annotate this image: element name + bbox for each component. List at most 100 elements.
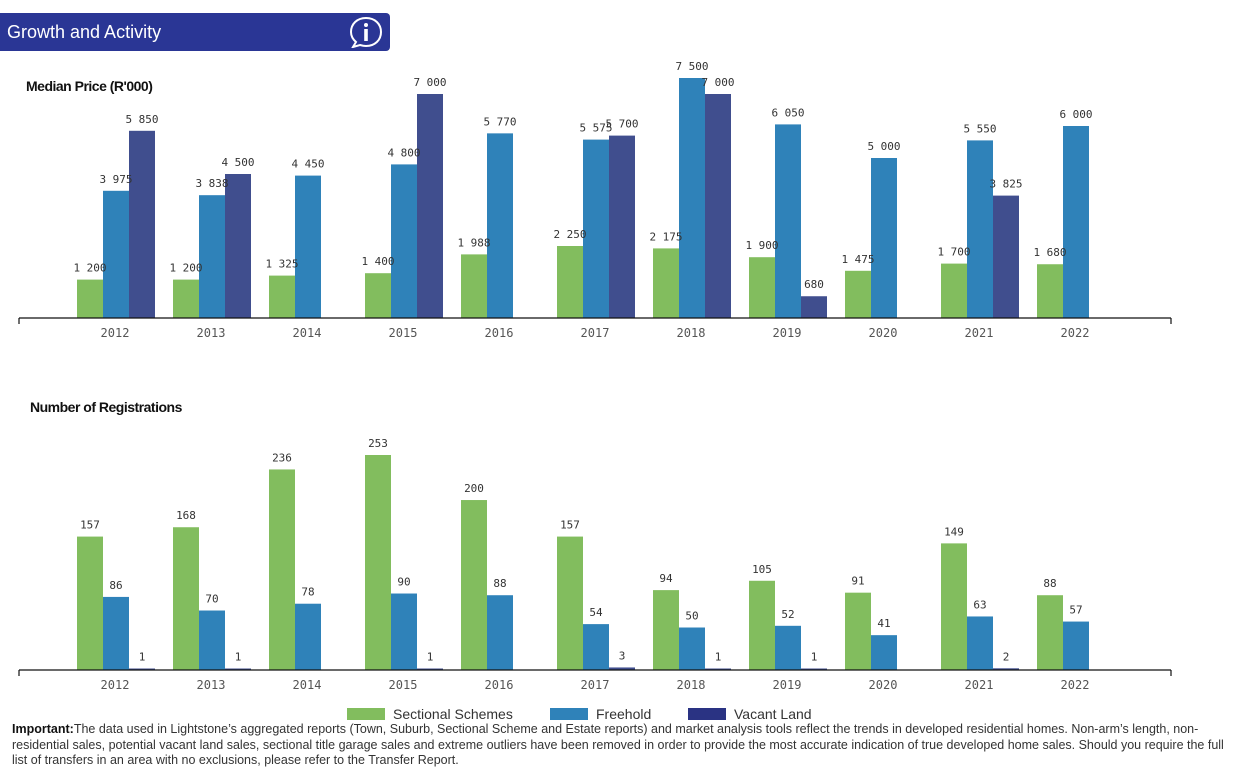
registrations-chart: Number of Registrations 1578611687012367…	[18, 399, 1172, 692]
bar-sectional-2022	[1037, 595, 1063, 670]
data-label-sectional-2014: 236	[272, 451, 292, 464]
x-tick-label: 2020	[869, 678, 898, 692]
bar-freehold-2014	[295, 175, 321, 318]
bar-vacant-land-2018	[705, 94, 731, 318]
x-tick-label: 2019	[773, 678, 802, 692]
bars-group	[77, 78, 1089, 319]
data-label-freehold-2017: 5 575	[579, 122, 612, 135]
data-label-sectional-2018: 94	[659, 572, 673, 585]
data-label-sectional-2015: 253	[368, 437, 388, 450]
bar-sectional-2018	[653, 248, 679, 318]
info-icon[interactable]	[349, 16, 383, 48]
bar-vacant-land-2013	[225, 174, 251, 318]
bar-sectional-2017	[557, 536, 583, 670]
data-label-freehold-2020: 41	[877, 617, 890, 630]
data-label-freehold-2022: 57	[1069, 604, 1082, 617]
x-tick-label: 2014	[293, 678, 322, 692]
data-label-freehold-2019: 6 050	[771, 106, 804, 119]
bar-freehold-2019	[775, 124, 801, 319]
bar-freehold-2020	[871, 635, 897, 670]
x-tick-label: 2014	[293, 326, 322, 340]
x-tick-label: 2012	[101, 326, 130, 340]
data-label-freehold-2014: 78	[301, 586, 314, 599]
data-label-vacant-land-2018: 7 000	[701, 76, 734, 89]
bar-vacant-land-2021	[993, 668, 1019, 670]
bar-freehold-2018	[679, 78, 705, 318]
bar-vacant-land-2017	[609, 135, 635, 318]
data-label-freehold-2016: 5 770	[483, 115, 516, 128]
legend-item-vacant-land[interactable]: Vacant Land	[688, 706, 812, 722]
data-label-freehold-2020: 5 000	[867, 140, 900, 153]
data-label-vacant-land-2017: 5 700	[605, 118, 638, 131]
data-label-freehold-2015: 90	[397, 576, 410, 589]
bar-vacant-land-2012	[129, 130, 155, 318]
bar-sectional-2020	[845, 270, 871, 318]
data-label-freehold-2017: 54	[589, 606, 603, 619]
bar-sectional-2015	[365, 455, 391, 670]
chart-title: Number of Registrations	[30, 399, 183, 415]
bar-freehold-2015	[391, 164, 417, 318]
data-label-vacant-land-2018: 1	[715, 651, 722, 664]
x-tick-label: 2013	[197, 326, 226, 340]
bar-sectional-2015	[365, 273, 391, 318]
bar-freehold-2018	[679, 627, 705, 670]
data-label-vacant-land-2019: 680	[804, 278, 824, 291]
legend-swatch	[688, 708, 726, 720]
x-tick-label: 2012	[101, 678, 130, 692]
bar-freehold-2016	[487, 133, 513, 318]
value-labels-group: 1 200 3 975 5 850 1 200 3 838 4 500 1 325 4 450…	[73, 60, 1092, 291]
bar-vacant-land-2018	[705, 668, 731, 670]
legend-item-sectional[interactable]: Sectional Schemes	[347, 706, 513, 722]
legend-label: Vacant Land	[734, 706, 812, 722]
data-label-vacant-land-2013: 1	[235, 651, 242, 664]
disclaimer-note: Important:The data used in Lightstone’s …	[12, 722, 1237, 769]
x-tick-label: 2015	[389, 678, 418, 692]
legend-label: Sectional Schemes	[393, 706, 513, 722]
x-tick-label: 2019	[773, 326, 802, 340]
bar-vacant-land-2012	[129, 668, 155, 670]
data-label-sectional-2019: 1 900	[745, 239, 778, 252]
legend-swatch	[347, 708, 385, 720]
data-label-vacant-land-2012: 1	[139, 651, 146, 664]
data-label-freehold-2021: 63	[973, 598, 986, 611]
bar-sectional-2021	[941, 543, 967, 670]
x-axis: 2012 2013 2014 2015 2016 2017 2018 2019 2020 2021…	[18, 317, 1172, 340]
bar-sectional-2019	[749, 257, 775, 318]
bar-freehold-2019	[775, 625, 801, 670]
legend-item-freehold[interactable]: Freehold	[550, 706, 651, 722]
x-tick-label: 2022	[1061, 326, 1090, 340]
bar-vacant-land-2019	[801, 296, 827, 318]
bar-freehold-2020	[871, 158, 897, 318]
data-label-sectional-2021: 1 700	[937, 246, 970, 259]
bar-freehold-2021	[967, 616, 993, 670]
section-header: Growth and Activity	[0, 13, 390, 51]
bar-sectional-2017	[557, 246, 583, 318]
data-label-freehold-2019: 52	[781, 608, 794, 621]
x-tick-label: 2018	[677, 326, 706, 340]
data-label-sectional-2012: 1 200	[73, 262, 106, 275]
data-label-vacant-land-2021: 3 825	[989, 178, 1022, 191]
data-label-freehold-2013: 3 838	[195, 177, 228, 190]
x-tick-label: 2017	[581, 326, 610, 340]
bar-sectional-2022	[1037, 264, 1063, 318]
bars-group	[77, 455, 1089, 670]
data-label-sectional-2012: 157	[80, 519, 100, 532]
bar-vacant-land-2013	[225, 668, 251, 670]
data-label-sectional-2017: 157	[560, 519, 580, 532]
data-label-freehold-2014: 4 450	[291, 158, 324, 171]
bar-sectional-2016	[461, 254, 487, 318]
x-tick-label: 2016	[485, 678, 514, 692]
bar-freehold-2017	[583, 139, 609, 318]
x-axis: 2012 2013 2014 2015 2016 2017 2018 2019 2020 2021…	[18, 669, 1172, 692]
note-prefix: Important:	[12, 722, 74, 736]
data-label-sectional-2013: 1 200	[169, 262, 202, 275]
data-label-sectional-2013: 168	[176, 509, 196, 522]
data-label-freehold-2013: 70	[205, 593, 218, 606]
x-tick-label: 2013	[197, 678, 226, 692]
legend-label: Freehold	[596, 706, 652, 722]
data-label-sectional-2022: 1 680	[1033, 246, 1066, 259]
bar-vacant-land-2017	[609, 667, 635, 670]
bar-sectional-2016	[461, 500, 487, 670]
x-tick-label: 2020	[869, 326, 898, 340]
bar-freehold-2012	[103, 596, 129, 670]
